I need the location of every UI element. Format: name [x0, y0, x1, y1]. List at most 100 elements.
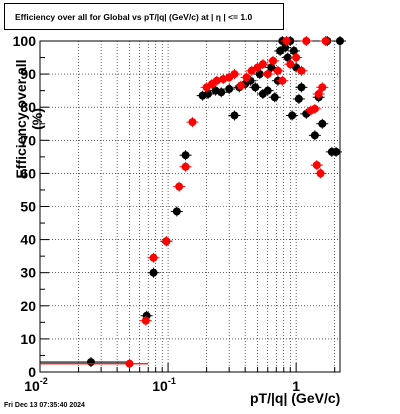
- data-point: [316, 82, 329, 93]
- data-point: [261, 69, 274, 80]
- marker: [292, 53, 301, 62]
- marker: [318, 83, 327, 92]
- marker: [297, 66, 306, 75]
- marker: [149, 253, 158, 262]
- marker: [149, 268, 158, 277]
- marker: [203, 89, 212, 98]
- data-point: [312, 88, 325, 99]
- y-tick-label: 100: [13, 33, 37, 49]
- marker: [172, 207, 181, 216]
- marker: [286, 60, 295, 69]
- marker: [86, 358, 95, 367]
- marker: [302, 37, 311, 45]
- y-tick-label: 0: [28, 364, 36, 380]
- y-tick-label: 50: [20, 199, 36, 215]
- data-point: [170, 206, 183, 217]
- marker: [294, 94, 303, 103]
- marker: [141, 316, 150, 325]
- data-point: [261, 85, 274, 96]
- marker: [316, 169, 325, 178]
- data-point: [249, 82, 262, 93]
- data-point: [314, 168, 327, 179]
- data-point: [281, 52, 294, 63]
- data-point: [334, 36, 346, 46]
- data-point: [286, 110, 299, 121]
- axes: 0 10 20 30 40 50 60 70 80 90 100 10-2 10-1 1: [13, 33, 336, 394]
- marker: [321, 37, 330, 45]
- data-point: [40, 358, 149, 369]
- data-point: [308, 130, 321, 141]
- marker: [181, 151, 190, 160]
- data-point: [186, 117, 199, 128]
- data-point: [280, 36, 293, 46]
- data-point: [179, 150, 192, 161]
- marker: [251, 83, 260, 92]
- data-marks: [40, 36, 346, 369]
- marker: [310, 104, 319, 113]
- data-point: [295, 82, 308, 93]
- y-tick-label: 30: [20, 265, 36, 281]
- marker: [297, 83, 306, 92]
- marker: [125, 359, 134, 368]
- data-point: [240, 72, 253, 83]
- marker: [263, 86, 272, 95]
- data-point: [256, 59, 269, 70]
- marker: [314, 89, 323, 98]
- marker: [281, 43, 290, 52]
- marker: [282, 37, 291, 45]
- x-tick-label: 1: [292, 378, 300, 394]
- marker: [230, 70, 239, 79]
- marker: [283, 53, 292, 62]
- y-axis-label: Efficiency over all (%): [13, 59, 45, 179]
- y-tick-label: 60: [20, 165, 36, 181]
- data-point: [295, 65, 308, 76]
- marker: [242, 73, 251, 82]
- y-tick-label: 70: [20, 132, 36, 148]
- x-tick-label: 10-1: [152, 376, 176, 394]
- data-point: [300, 36, 313, 46]
- data-point: [223, 83, 236, 94]
- data-point: [268, 92, 281, 103]
- marker: [312, 161, 321, 170]
- y-tick-label: 40: [20, 232, 36, 248]
- data-point: [179, 161, 192, 172]
- marker: [230, 111, 239, 120]
- data-point: [290, 52, 303, 63]
- marker: [247, 66, 256, 75]
- y-tick-label: 80: [20, 99, 36, 115]
- marker: [225, 84, 234, 93]
- data-point: [228, 110, 241, 121]
- data-point: [310, 160, 323, 171]
- marker: [278, 76, 287, 85]
- marker: [188, 118, 197, 127]
- marker: [332, 147, 341, 156]
- data-point: [215, 87, 228, 98]
- marker: [263, 70, 272, 79]
- data-point: [139, 315, 152, 326]
- y-tick-label: 10: [20, 331, 36, 347]
- chart-title: Efficiency over all for Global vs pT/|q|…: [4, 3, 284, 30]
- marker: [336, 37, 344, 45]
- data-point: [267, 55, 280, 66]
- data-point: [173, 181, 186, 192]
- data-point: [234, 80, 247, 91]
- marker: [318, 119, 327, 128]
- marker: [273, 66, 282, 75]
- data-point: [308, 103, 321, 114]
- data-point: [330, 146, 343, 157]
- marker: [288, 111, 297, 120]
- x-tick-label: 10-2: [24, 376, 48, 394]
- data-point: [276, 75, 289, 86]
- data-point: [284, 59, 297, 70]
- y-tick-label: 90: [20, 66, 36, 82]
- data-point: [160, 236, 173, 247]
- marker: [175, 182, 184, 191]
- x-axis-label: pT/|q| (GeV/c): [250, 390, 341, 406]
- data-point: [271, 65, 284, 76]
- datestamp: Fri Dec 13 07:35:40 2024: [4, 402, 85, 409]
- marker: [181, 162, 190, 171]
- data-point: [228, 69, 241, 80]
- data-point: [316, 118, 329, 129]
- data-point: [147, 252, 160, 263]
